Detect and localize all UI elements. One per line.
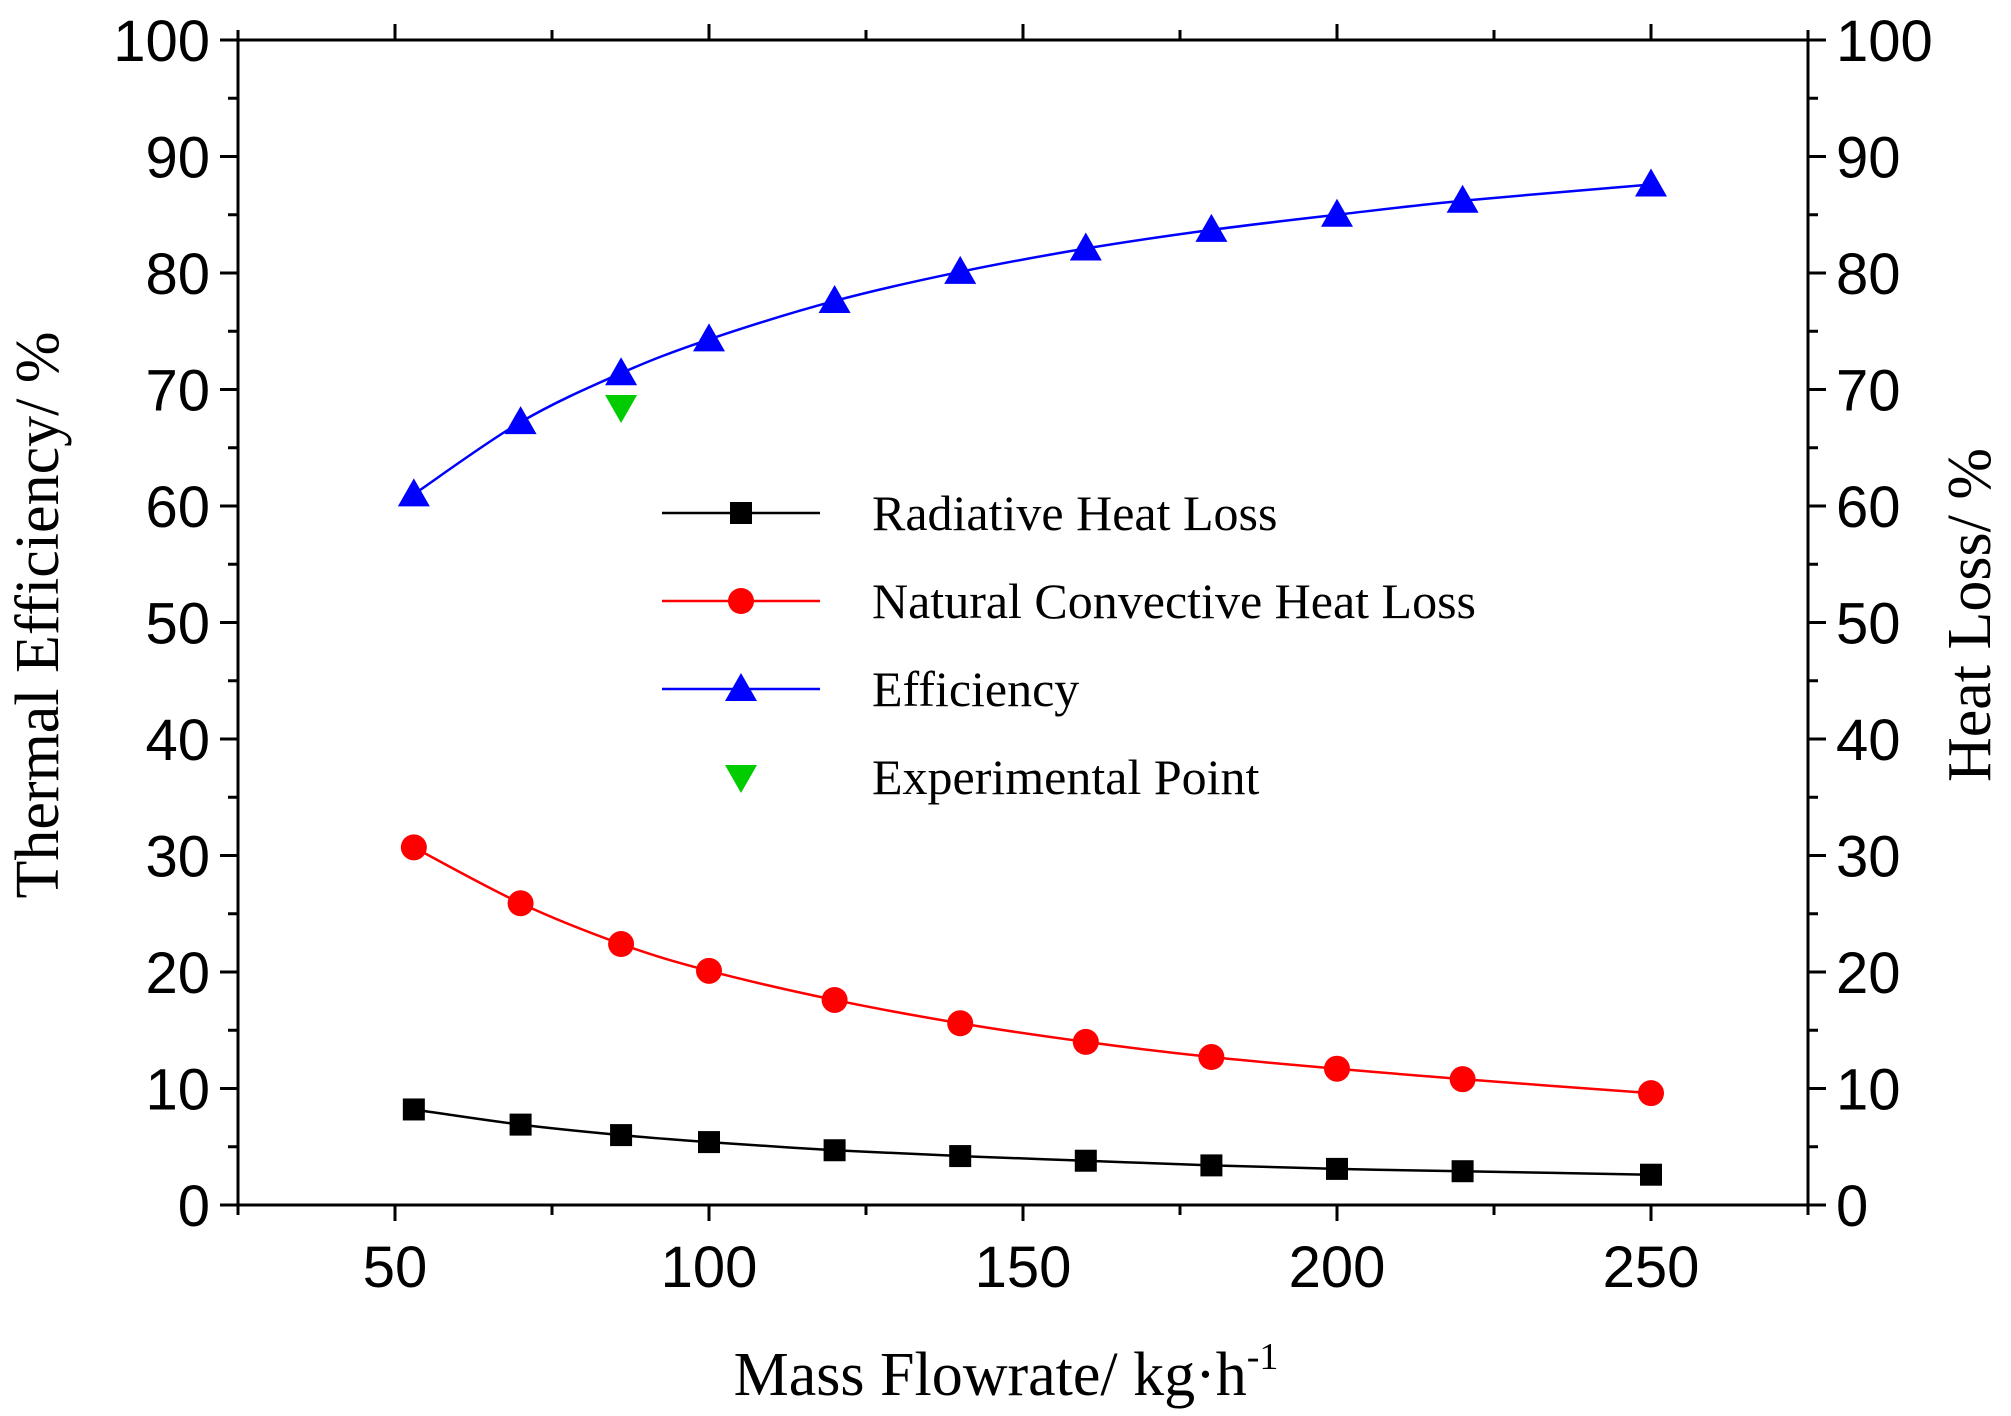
- left-tick-label: 60: [145, 475, 210, 540]
- data-point-2: [1446, 184, 1479, 213]
- right-tick-label: 50: [1836, 592, 1901, 657]
- data-point-1: [1449, 1066, 1476, 1093]
- legend-marker: [730, 502, 752, 524]
- x-tick-label: 250: [1603, 1235, 1700, 1300]
- left-tick-label: 0: [178, 1174, 210, 1239]
- data-point-0: [949, 1145, 972, 1168]
- right-axis-title: Heat Loss/ %: [1936, 448, 2004, 782]
- data-point-0: [1640, 1163, 1662, 1186]
- right-tick-label: 20: [1836, 941, 1901, 1006]
- data-point-0: [823, 1139, 846, 1162]
- data-point-1: [821, 986, 848, 1013]
- right-tick-label: 100: [1836, 9, 1933, 74]
- right-tick-label: 80: [1836, 242, 1901, 307]
- series-line-2: [413, 183, 1652, 496]
- axis-ticks: [220, 24, 1826, 1221]
- data-point-2: [504, 406, 537, 435]
- data-point-2: [1321, 198, 1353, 227]
- data-point-3: [605, 394, 638, 423]
- left-tick-label: 30: [145, 825, 210, 890]
- left-axis-title: Thermal Efficiency/ %: [4, 332, 72, 899]
- data-point-1: [608, 931, 635, 958]
- right-tick-label: 70: [1836, 359, 1901, 424]
- right-tick-label: 30: [1836, 825, 1901, 890]
- legend: Radiative Heat Loss Natural Convective He…: [662, 485, 1476, 805]
- right-tick-label: 0: [1836, 1174, 1868, 1239]
- tick-labels: 50 100 150 200 250 0 0 10 10 20 20 30 30 40 40 50 50 60 60…: [113, 9, 1933, 1300]
- data-point-0: [610, 1124, 633, 1147]
- data-point-0: [698, 1131, 720, 1154]
- series-markers: [397, 168, 1667, 1186]
- legend-label: Natural Convective Heat Loss: [872, 573, 1476, 629]
- legend-label: Efficiency: [872, 661, 1079, 717]
- x-axis-title: Mass Flowrate/ kg·h-1: [734, 1336, 1279, 1409]
- x-tick-label: 50: [363, 1235, 428, 1300]
- legend-label: Experimental Point: [872, 749, 1260, 805]
- right-tick-label: 90: [1836, 126, 1901, 191]
- legend-marker: [728, 588, 754, 614]
- series-lines: [413, 183, 1652, 1176]
- data-point-2: [693, 323, 725, 352]
- right-tick-label: 40: [1836, 708, 1901, 773]
- x-tick-label: 150: [975, 1235, 1072, 1300]
- right-tick-label: 10: [1836, 1058, 1901, 1123]
- left-tick-label: 50: [145, 592, 210, 657]
- data-point-1: [400, 834, 427, 861]
- left-tick-label: 80: [145, 242, 210, 307]
- data-point-2: [944, 255, 977, 284]
- legend-marker: [725, 765, 757, 793]
- data-point-0: [1200, 1154, 1223, 1177]
- data-point-0: [509, 1113, 532, 1136]
- data-point-0: [402, 1098, 425, 1121]
- series-line-0: [413, 1108, 1652, 1176]
- data-point-0: [1451, 1160, 1474, 1183]
- data-point-1: [947, 1010, 974, 1037]
- left-tick-label: 100: [113, 9, 210, 74]
- left-tick-label: 40: [145, 708, 210, 773]
- data-point-1: [696, 957, 722, 984]
- x-tick-label: 200: [1289, 1235, 1386, 1300]
- data-point-1: [1638, 1080, 1664, 1107]
- legend-label: Radiative Heat Loss: [872, 485, 1277, 541]
- data-point-0: [1326, 1157, 1348, 1180]
- data-point-2: [818, 284, 851, 313]
- data-point-1: [1072, 1028, 1099, 1055]
- data-point-2: [397, 478, 430, 507]
- left-tick-label: 10: [145, 1058, 210, 1123]
- left-tick-label: 20: [145, 941, 210, 1006]
- data-point-2: [605, 357, 638, 386]
- data-point-1: [1324, 1055, 1350, 1082]
- data-point-0: [1074, 1149, 1097, 1172]
- left-tick-label: 70: [145, 359, 210, 424]
- x-tick-label: 100: [661, 1235, 758, 1300]
- data-point-1: [507, 890, 534, 917]
- right-tick-label: 60: [1836, 475, 1901, 540]
- series-line-1: [413, 846, 1652, 1095]
- data-point-2: [1195, 213, 1228, 242]
- left-tick-label: 90: [145, 126, 210, 191]
- data-point-1: [1198, 1044, 1225, 1071]
- legend-marker: [725, 673, 757, 701]
- data-point-2: [1635, 168, 1667, 197]
- data-point-2: [1069, 232, 1102, 261]
